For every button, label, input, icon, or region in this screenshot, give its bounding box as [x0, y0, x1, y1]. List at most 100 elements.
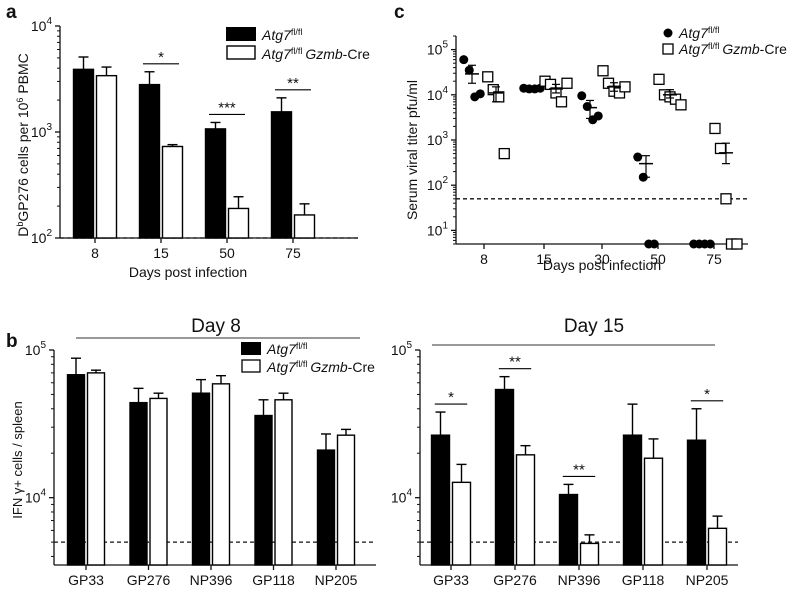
panel-c-xlabel: Days post infection: [543, 257, 661, 273]
panel-b-day8-xtick-label: GP118: [252, 572, 295, 588]
panel-a-bar-ko: [161, 145, 184, 239]
panel-c-point-ko: [675, 99, 687, 111]
panel-b-day15-bar-ko: [707, 527, 728, 566]
panel-a-ylabel: DbGP276 cells per 106 PBMC: [15, 53, 31, 237]
legend-b-ko-swatch: [241, 359, 261, 373]
panel-b-day8-bar-wt: [129, 401, 148, 566]
day15-title: Day 15: [564, 316, 624, 337]
panel-b-ylabel: IFN γ+ cells / spleen: [10, 401, 25, 518]
panel-c-xtick-label: 15: [536, 251, 552, 267]
panel-b-day8-bar-ko: [336, 434, 356, 566]
panel-b-day15-bar-ko: [579, 542, 600, 566]
panel-b-day8-ytick-label: 105: [25, 340, 47, 358]
panel-c-xtick-label: 50: [650, 251, 666, 267]
legend-ko-label: Atg7fl/fl Gzmb-Cre: [261, 46, 370, 62]
panel-b-day15-significance-stars: **: [573, 461, 585, 478]
panel-c-point-ko: [714, 142, 727, 155]
panel-c-point-ko: [498, 147, 510, 160]
panel-a-significance-stars: ***: [218, 99, 236, 116]
panel-a-ytick-label: 103: [31, 122, 53, 140]
panel-c-point-ko: [653, 73, 665, 85]
panel-b-day8-ytick-label: 104: [25, 488, 47, 506]
panel-c-point-wt: [633, 152, 643, 162]
panel-b-day15-bar-wt: [558, 493, 579, 566]
panel-a-xtick-label: 8: [91, 245, 99, 261]
panel-c-point-wt: [649, 239, 659, 249]
panel-c-point-wt: [593, 111, 603, 121]
panel-a-xtick-label: 75: [285, 245, 301, 261]
panel-c-ytick-label: 104: [427, 85, 449, 103]
legend-wt-label: Atg7fl/fl: [261, 27, 302, 43]
legend-ko-swatch: [226, 45, 256, 60]
legend-wt-dot: [663, 28, 673, 38]
panel-c-point-wt: [459, 55, 469, 65]
panel-b-day8-bar-ko: [274, 399, 293, 566]
panel-label-b: b: [6, 331, 18, 352]
panel-c-ytick-label: 101: [427, 220, 449, 238]
panel-a-bar-wt: [138, 83, 161, 239]
panel-a-bar-ko: [95, 74, 118, 239]
panel-b-day8-xtick-label: NP205: [315, 572, 358, 588]
panel-b-day15-bar-wt: [686, 439, 707, 566]
panel-label-c: c: [394, 2, 405, 23]
panel-b-day8-bar-ko: [149, 397, 168, 566]
panel-b-day15-chart: 104 105 GP33 * GP276 ** NP396 ** GP118 NP205 *: [391, 340, 738, 588]
legend-b-ko-label: Atg7fl/fl Gzmb-Cre: [266, 359, 375, 375]
panel-c-xtick-label: 75: [706, 251, 722, 267]
panel-c-point-ko: [709, 122, 721, 135]
panel-b-day15-bar-wt: [494, 388, 515, 566]
panel-c-ytick-label: 102: [427, 175, 449, 193]
legend-c-ko-label: Atg7fl/fl Gzmb-Cre: [678, 41, 787, 57]
panel-c-point-ko: [482, 71, 494, 83]
panel-b-day15-ytick-label: 104: [391, 488, 413, 506]
panel-c-point-ko: [597, 65, 609, 77]
panel-b-day15-xtick-label: GP118: [622, 572, 665, 588]
panel-a-ytick-label: 102: [31, 228, 53, 246]
panel-b-day15-ytick-label: 105: [391, 340, 413, 358]
panel-a-xlabel: Days post infection: [129, 264, 247, 280]
panel-a-bar-wt: [204, 128, 227, 239]
panel-c-ytick-label: 105: [427, 40, 449, 58]
legend-c-wt-label: Atg7fl/fl: [678, 25, 719, 41]
panel-c-point-ko: [561, 77, 573, 89]
panel-b-day15-bar-wt: [622, 434, 643, 566]
legend-wt-swatch: [226, 27, 256, 41]
panel-a-xtick-label: 15: [153, 245, 169, 261]
panel-a-xtick-label: 50: [219, 245, 235, 261]
panel-b-day15-xtick-label: GP276: [493, 572, 537, 588]
panel-c-xtick-label: 8: [480, 251, 488, 267]
day8-title: Day 8: [191, 316, 241, 337]
legend-ko-square: [662, 43, 674, 55]
panel-b-day8-xtick-label: GP276: [127, 572, 171, 588]
panel-a-bar-ko: [293, 214, 316, 239]
panel-c-ytick-label: 103: [427, 130, 449, 148]
panel-c-point-wt: [475, 89, 485, 99]
panel-b-day15-bar-ko: [643, 457, 664, 566]
panel-a-chart: 102 103 104 8 15 * 50 *** 75 **: [31, 16, 358, 261]
panel-a-bar-ko: [227, 207, 250, 239]
panel-b-day8-bar-wt: [316, 449, 336, 566]
panel-b-day8-bar-ko: [211, 383, 231, 566]
panel-a-significance-stars: *: [158, 49, 164, 66]
panel-a-ytick-label: 104: [31, 16, 53, 34]
panel-b-day8-xtick-label: NP396: [190, 572, 233, 588]
panel-b-day15-xtick-label: NP396: [558, 572, 601, 588]
panel-c-point-ko: [720, 193, 732, 205]
panel-b-day8-bar-wt: [254, 414, 273, 566]
panel-b-day15-bar-ko: [451, 481, 472, 566]
panel-label-a: a: [6, 2, 17, 23]
panel-b-day8-bar-ko: [86, 372, 106, 566]
panel-c-chart: 101 102 103 104 105 8 15 30 50 75: [427, 35, 748, 267]
panel-c-point-wt: [705, 239, 715, 249]
panel-a-significance-stars: **: [287, 75, 299, 92]
panel-b-day15-significance-stars: *: [704, 386, 710, 403]
panel-c-point-ko: [619, 81, 631, 93]
panel-b-day8-chart: 104 105 GP33 GP276 NP396 GP118 NP205: [25, 340, 376, 588]
legend-b-wt-label: Atg7fl/fl: [266, 341, 307, 357]
panel-c-point-ko: [555, 96, 568, 108]
panel-b-day15-bar-ko: [515, 454, 536, 566]
panel-b-day15-bar-wt: [430, 434, 451, 566]
panel-c-point-wt: [577, 91, 587, 101]
panel-b-day8-bar-wt: [191, 392, 211, 566]
